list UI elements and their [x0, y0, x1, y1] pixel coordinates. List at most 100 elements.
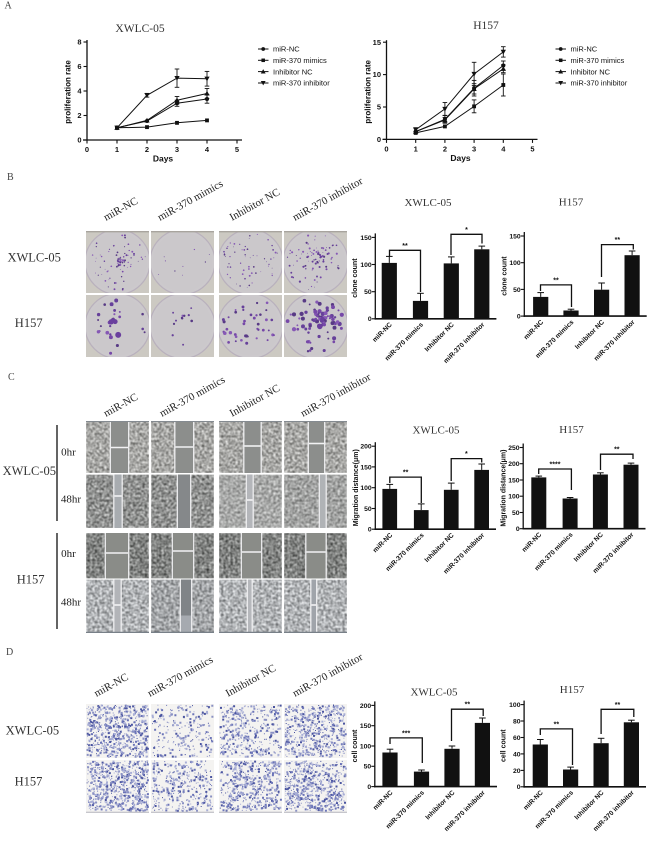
svg-text:200: 200 [508, 461, 520, 468]
svg-text:proliferation rate: proliferation rate [64, 60, 73, 124]
svg-text:0: 0 [377, 135, 381, 144]
svg-text:10: 10 [373, 70, 381, 79]
svg-text:100: 100 [360, 485, 372, 492]
svg-text:2: 2 [443, 144, 447, 153]
svg-text:****: **** [550, 462, 561, 469]
svg-text:XWLC-05: XWLC-05 [410, 687, 458, 699]
svg-text:H157: H157 [15, 316, 43, 330]
svg-text:miR-370 inhibitor: miR-370 inhibitor [273, 79, 330, 88]
svg-text:0: 0 [367, 784, 371, 791]
svg-text:1: 1 [115, 145, 119, 154]
svg-text:5: 5 [235, 145, 239, 154]
svg-text:***: *** [402, 730, 410, 737]
svg-text:2: 2 [145, 145, 149, 154]
svg-text:0: 0 [384, 144, 388, 153]
svg-text:cell count: cell count [352, 729, 359, 762]
svg-text:miR-NC: miR-NC [273, 45, 300, 54]
svg-text:250: 250 [508, 445, 520, 452]
svg-text:B: B [7, 172, 14, 183]
svg-text:40: 40 [513, 751, 521, 758]
svg-text:XWLC-05: XWLC-05 [3, 464, 56, 478]
svg-text:Days: Days [153, 154, 174, 164]
svg-text:proliferation rate: proliferation rate [364, 59, 373, 123]
svg-text:6: 6 [77, 62, 81, 71]
svg-text:50: 50 [512, 510, 520, 517]
svg-text:50: 50 [513, 287, 521, 294]
svg-text:*: * [465, 451, 468, 458]
svg-text:H157: H157 [17, 573, 45, 587]
svg-text:C: C [8, 372, 15, 383]
svg-text:**: ** [615, 237, 621, 244]
svg-text:100: 100 [509, 702, 521, 709]
svg-text:60: 60 [513, 735, 521, 742]
svg-text:**: ** [465, 702, 471, 709]
svg-text:100: 100 [508, 494, 520, 501]
svg-text:Migration distance(μm): Migration distance(μm) [501, 450, 508, 527]
svg-text:150: 150 [509, 233, 521, 240]
svg-text:**: ** [403, 470, 409, 477]
svg-text:3: 3 [472, 144, 476, 153]
svg-text:50: 50 [364, 289, 372, 296]
svg-text:XWLC-05: XWLC-05 [6, 724, 59, 738]
svg-text:48hr: 48hr [61, 597, 82, 609]
svg-text:XWLC-05: XWLC-05 [7, 251, 60, 265]
svg-text:0: 0 [85, 145, 89, 154]
svg-text:100: 100 [360, 262, 372, 269]
svg-text:4: 4 [205, 145, 210, 154]
svg-text:48hr: 48hr [61, 494, 82, 506]
svg-text:0: 0 [516, 526, 520, 533]
svg-text:5: 5 [377, 103, 381, 112]
svg-text:miR-370 mimics: miR-370 mimics [273, 56, 327, 65]
svg-text:2: 2 [77, 111, 81, 120]
svg-text:1: 1 [414, 144, 418, 153]
svg-text:8: 8 [77, 38, 81, 47]
svg-text:XWLC-05: XWLC-05 [412, 425, 460, 437]
svg-text:80: 80 [513, 718, 521, 725]
svg-text:0: 0 [368, 316, 372, 323]
svg-text:Inhibitor NC: Inhibitor NC [571, 67, 611, 76]
svg-text:*: * [465, 227, 468, 234]
svg-text:150: 150 [360, 723, 372, 730]
svg-text:XWLC-05: XWLC-05 [404, 197, 452, 209]
svg-text:H157: H157 [559, 424, 584, 436]
svg-text:100: 100 [360, 743, 372, 750]
svg-text:0: 0 [517, 784, 521, 791]
svg-text:150: 150 [360, 464, 372, 471]
svg-text:H157: H157 [559, 197, 584, 209]
svg-text:A: A [5, 1, 13, 12]
svg-text:H157: H157 [560, 684, 585, 696]
svg-text:4: 4 [501, 144, 506, 153]
svg-text:**: ** [615, 702, 621, 709]
svg-text:cell count: cell count [501, 729, 508, 762]
svg-text:20: 20 [513, 768, 521, 775]
svg-text:50: 50 [364, 764, 372, 771]
svg-text:3: 3 [175, 145, 179, 154]
svg-text:0: 0 [517, 314, 521, 321]
svg-text:XWLC-05: XWLC-05 [115, 23, 164, 35]
svg-text:**: ** [614, 447, 620, 454]
svg-text:H157: H157 [473, 20, 499, 32]
svg-text:Inhibitor NC: Inhibitor NC [273, 67, 313, 76]
svg-text:**: ** [402, 243, 408, 250]
svg-text:H157: H157 [15, 775, 43, 789]
svg-text:4: 4 [77, 87, 82, 96]
svg-text:Days: Days [450, 153, 471, 163]
svg-text:0: 0 [77, 136, 81, 145]
svg-text:0: 0 [368, 527, 372, 534]
svg-text:miR-370 inhibitor: miR-370 inhibitor [571, 79, 628, 88]
svg-text:100: 100 [509, 260, 521, 267]
svg-text:200: 200 [360, 444, 372, 451]
svg-text:0hr: 0hr [61, 447, 76, 459]
svg-text:miR-NC: miR-NC [571, 45, 598, 54]
svg-text:150: 150 [360, 235, 372, 242]
svg-text:150: 150 [508, 477, 520, 484]
svg-text:D: D [6, 647, 13, 658]
svg-text:15: 15 [373, 38, 381, 47]
svg-text:50: 50 [364, 506, 372, 513]
svg-text:clone count: clone count [502, 256, 509, 296]
svg-text:miR-370 mimics: miR-370 mimics [571, 56, 625, 65]
svg-text:**: ** [553, 277, 559, 284]
svg-text:clone count: clone count [352, 258, 359, 298]
svg-text:0hr: 0hr [61, 548, 76, 560]
svg-text:200: 200 [360, 703, 372, 710]
